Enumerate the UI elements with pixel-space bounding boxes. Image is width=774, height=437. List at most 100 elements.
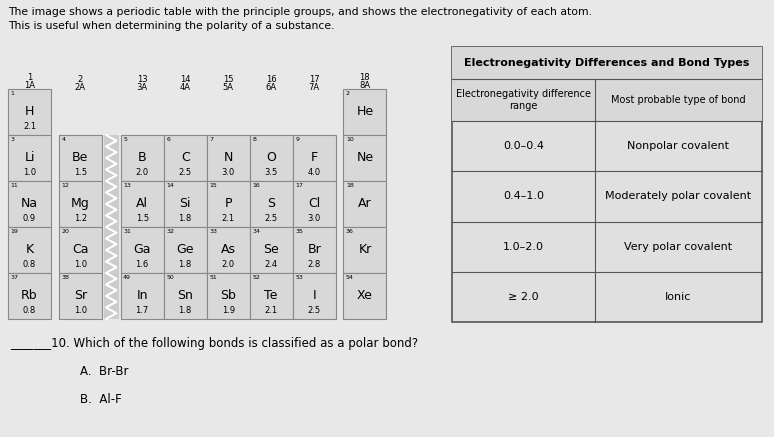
Text: 6: 6 xyxy=(166,137,170,142)
Text: 1: 1 xyxy=(11,91,15,96)
Text: Sn: Sn xyxy=(177,288,193,302)
Bar xyxy=(344,89,386,135)
Text: Ge: Ge xyxy=(176,243,194,256)
Bar xyxy=(207,135,250,181)
Text: 2.1: 2.1 xyxy=(265,306,278,315)
Text: Most probable type of bond: Most probable type of bond xyxy=(611,95,745,105)
Text: As: As xyxy=(221,243,235,256)
Text: In: In xyxy=(136,288,148,302)
Text: ≥ 2.0: ≥ 2.0 xyxy=(508,292,539,302)
Text: 1.0: 1.0 xyxy=(74,260,87,269)
Bar xyxy=(293,135,336,181)
Bar xyxy=(452,47,762,79)
Text: 38: 38 xyxy=(61,275,69,280)
Text: Cl: Cl xyxy=(308,197,320,210)
Text: 14: 14 xyxy=(180,75,190,84)
Text: Ga: Ga xyxy=(133,243,151,256)
Text: 2.0: 2.0 xyxy=(221,260,235,269)
Text: 2.4: 2.4 xyxy=(265,260,278,269)
Text: F: F xyxy=(310,151,317,163)
Text: 17: 17 xyxy=(309,75,320,84)
Bar xyxy=(8,273,51,319)
Bar xyxy=(59,227,101,273)
Text: Electronegativity difference
range: Electronegativity difference range xyxy=(456,89,591,111)
Bar xyxy=(250,181,293,227)
Text: 1.0: 1.0 xyxy=(74,306,87,315)
Text: Sr: Sr xyxy=(74,288,87,302)
Bar xyxy=(8,89,51,135)
Bar xyxy=(293,273,336,319)
Text: 4: 4 xyxy=(61,137,65,142)
Text: 35: 35 xyxy=(295,229,303,234)
Text: 2.5: 2.5 xyxy=(179,168,192,177)
Text: 3.5: 3.5 xyxy=(265,168,278,177)
Text: 1.0–2.0: 1.0–2.0 xyxy=(503,242,544,252)
Bar xyxy=(344,227,386,273)
Text: 7A: 7A xyxy=(309,83,320,92)
Text: 1: 1 xyxy=(27,73,33,82)
Text: 18: 18 xyxy=(360,73,370,82)
Bar xyxy=(452,47,762,322)
Bar xyxy=(250,273,293,319)
Text: 10: 10 xyxy=(346,137,354,142)
Text: B: B xyxy=(138,151,146,163)
Text: Mg: Mg xyxy=(71,197,90,210)
Bar xyxy=(293,181,336,227)
Text: 2A: 2A xyxy=(75,83,86,92)
Text: He: He xyxy=(356,104,374,118)
Text: The image shows a periodic table with the principle groups, and shows the electr: The image shows a periodic table with th… xyxy=(8,7,592,31)
Text: Electronegativity Differences and Bond Types: Electronegativity Differences and Bond T… xyxy=(464,58,750,68)
Bar xyxy=(250,227,293,273)
Text: 15: 15 xyxy=(223,75,234,84)
Text: B.  Al-F: B. Al-F xyxy=(80,393,122,406)
Text: S: S xyxy=(267,197,276,210)
Text: _______10. Which of the following bonds is classified as a polar bond?: _______10. Which of the following bonds … xyxy=(10,337,418,350)
Bar xyxy=(121,227,163,273)
Text: 5A: 5A xyxy=(223,83,234,92)
Text: Te: Te xyxy=(265,288,278,302)
Text: 1.5: 1.5 xyxy=(135,214,149,223)
Text: 15: 15 xyxy=(209,183,217,188)
Text: 0.4–1.0: 0.4–1.0 xyxy=(503,191,544,201)
Bar xyxy=(163,227,207,273)
Text: 16: 16 xyxy=(265,75,276,84)
Text: 18: 18 xyxy=(346,183,354,188)
Text: 20: 20 xyxy=(61,229,69,234)
Text: 54: 54 xyxy=(346,275,354,280)
Bar xyxy=(163,273,207,319)
Text: Xe: Xe xyxy=(357,288,373,302)
Text: 4A: 4A xyxy=(180,83,190,92)
Text: Ne: Ne xyxy=(356,151,374,163)
Bar xyxy=(104,273,118,319)
Text: 2.5: 2.5 xyxy=(307,306,320,315)
Text: Very polar covalent: Very polar covalent xyxy=(625,242,732,252)
Text: Kr: Kr xyxy=(358,243,372,256)
Text: 17: 17 xyxy=(295,183,303,188)
Text: 1.9: 1.9 xyxy=(221,306,235,315)
Text: 5: 5 xyxy=(123,137,127,142)
Text: 2: 2 xyxy=(77,75,83,84)
Text: 51: 51 xyxy=(209,275,217,280)
Bar xyxy=(207,181,250,227)
Text: 1.6: 1.6 xyxy=(135,260,149,269)
Text: 1.7: 1.7 xyxy=(135,306,149,315)
Bar xyxy=(163,181,207,227)
Text: I: I xyxy=(313,288,316,302)
Text: 53: 53 xyxy=(295,275,303,280)
Bar xyxy=(8,181,51,227)
Bar xyxy=(121,181,163,227)
Text: 31: 31 xyxy=(123,229,131,234)
Text: 0.8: 0.8 xyxy=(23,260,36,269)
Bar xyxy=(59,273,101,319)
Bar xyxy=(344,273,386,319)
Text: Ar: Ar xyxy=(358,197,372,210)
Text: Ca: Ca xyxy=(72,243,88,256)
Text: 1.8: 1.8 xyxy=(179,306,192,315)
Text: 1A: 1A xyxy=(24,81,35,90)
Bar xyxy=(344,135,386,181)
Text: 50: 50 xyxy=(166,275,174,280)
Text: 49: 49 xyxy=(123,275,131,280)
Text: 36: 36 xyxy=(346,229,354,234)
Text: 1.0: 1.0 xyxy=(23,168,36,177)
Text: O: O xyxy=(266,151,276,163)
